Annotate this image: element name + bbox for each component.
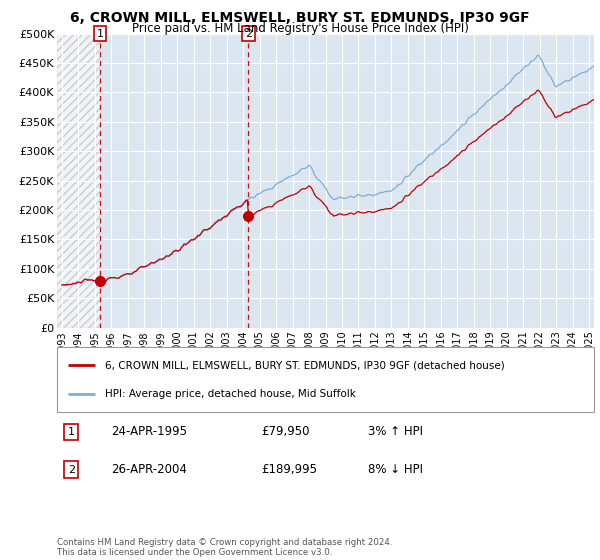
Bar	[57, 34, 100, 328]
Text: 2: 2	[245, 29, 252, 39]
Text: 1: 1	[97, 29, 103, 39]
Text: Price paid vs. HM Land Registry's House Price Index (HPI): Price paid vs. HM Land Registry's House …	[131, 22, 469, 35]
Text: 1: 1	[68, 427, 75, 437]
Bar	[100, 34, 248, 328]
Text: £189,995: £189,995	[261, 463, 317, 476]
Text: HPI: Average price, detached house, Mid Suffolk: HPI: Average price, detached house, Mid …	[106, 389, 356, 399]
Text: 6, CROWN MILL, ELMSWELL, BURY ST. EDMUNDS, IP30 9GF (detached house): 6, CROWN MILL, ELMSWELL, BURY ST. EDMUND…	[106, 360, 505, 370]
Text: 2: 2	[68, 465, 75, 475]
Text: £79,950: £79,950	[261, 426, 310, 438]
Text: 6, CROWN MILL, ELMSWELL, BURY ST. EDMUNDS, IP30 9GF: 6, CROWN MILL, ELMSWELL, BURY ST. EDMUND…	[70, 11, 530, 25]
Text: 3% ↑ HPI: 3% ↑ HPI	[368, 426, 424, 438]
Text: 24-APR-1995: 24-APR-1995	[111, 426, 187, 438]
Text: 26-APR-2004: 26-APR-2004	[111, 463, 187, 476]
Text: Contains HM Land Registry data © Crown copyright and database right 2024.
This d: Contains HM Land Registry data © Crown c…	[57, 538, 392, 557]
Text: 8% ↓ HPI: 8% ↓ HPI	[368, 463, 424, 476]
